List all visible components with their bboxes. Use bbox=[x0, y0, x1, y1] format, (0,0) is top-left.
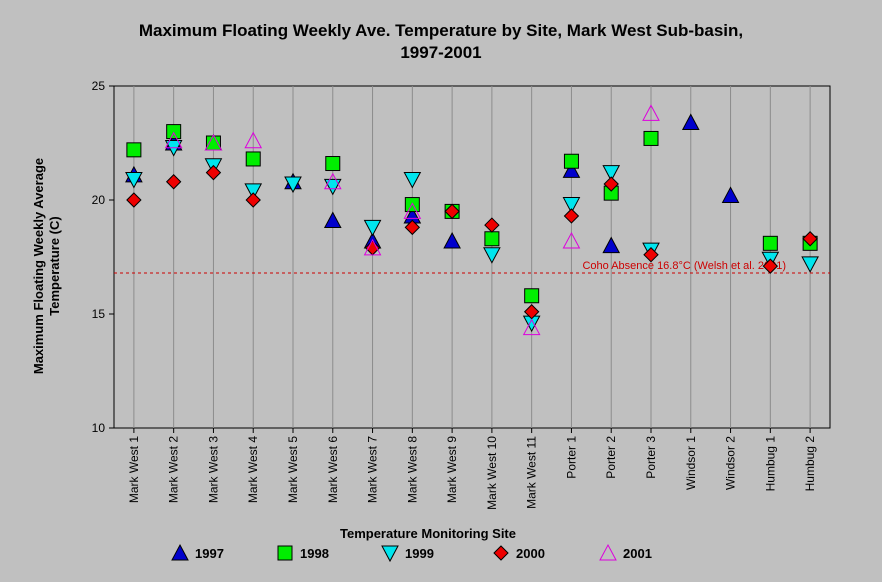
x-tick-label: Mark West 8 bbox=[405, 436, 419, 503]
y-axis-title-line1: Maximum Floating Weekly Average bbox=[31, 158, 46, 374]
data-point-1998 bbox=[126, 142, 142, 158]
x-tick-label: Mark West 4 bbox=[246, 436, 260, 503]
legend-label: 1998 bbox=[300, 546, 329, 561]
data-point-2000 bbox=[563, 208, 580, 224]
x-tick-label: Windsor 1 bbox=[684, 436, 698, 490]
data-point-2001 bbox=[204, 133, 223, 151]
data-point-1999 bbox=[244, 183, 263, 200]
reference-line-label: Coho Absence 16.8°C (Welsh et al. 2001) bbox=[582, 260, 786, 272]
data-point-1999 bbox=[403, 171, 422, 189]
data-point-2000 bbox=[603, 176, 619, 192]
data-point-1998 bbox=[325, 156, 341, 172]
legend-item-1997: 1997 bbox=[171, 543, 224, 561]
data-point-1999 bbox=[125, 171, 143, 189]
legend-marker-2001 bbox=[599, 543, 617, 561]
legend-marker-2000 bbox=[493, 545, 509, 561]
x-tick-label: Porter 2 bbox=[604, 436, 618, 479]
legend-item-1999: 1999 bbox=[381, 545, 434, 563]
y-tick-label: 20 bbox=[92, 193, 106, 207]
plot-area bbox=[113, 85, 831, 429]
chart-title-line2: 1997-2001 bbox=[400, 43, 481, 62]
data-point-2001 bbox=[642, 104, 660, 121]
legend-label: 1997 bbox=[195, 546, 224, 561]
data-point-1997 bbox=[681, 113, 700, 130]
y-axis-title-line2: Temperature (C) bbox=[47, 216, 62, 315]
reference-line-group: Coho Absence 16.8°C (Welsh et al. 2001) bbox=[114, 260, 830, 274]
data-point-1998 bbox=[563, 153, 579, 169]
x-tick-label: Mark West 2 bbox=[167, 436, 181, 503]
x-tick-label: Mark West 7 bbox=[366, 436, 380, 503]
data-point-2001 bbox=[363, 238, 382, 256]
y-axis: 10 15 20 25 bbox=[92, 79, 114, 435]
data-point-1999 bbox=[363, 219, 382, 237]
data-point-2001 bbox=[403, 202, 422, 219]
data-point-1997 bbox=[443, 231, 461, 249]
chart-title-line1: Maximum Floating Weekly Ave. Temperature… bbox=[139, 21, 743, 40]
x-axis-title: Temperature Monitoring Site bbox=[340, 526, 516, 541]
legend-label: 2000 bbox=[516, 546, 545, 561]
y-tick-label: 25 bbox=[92, 79, 106, 93]
x-tick-label: Mark West 1 bbox=[127, 436, 141, 503]
x-tick-label: Mark West 11 bbox=[525, 436, 539, 509]
data-point-2000 bbox=[205, 164, 222, 181]
data-point-2001 bbox=[323, 172, 342, 190]
legend-item-1998: 1998 bbox=[277, 545, 329, 561]
legend-marker-1997 bbox=[171, 543, 189, 561]
x-tick-label: Mark West 9 bbox=[445, 436, 459, 503]
x-tick-label: Humbug 1 bbox=[763, 436, 777, 492]
x-tick-label: Mark West 5 bbox=[286, 436, 300, 503]
data-point-2000 bbox=[802, 231, 818, 247]
data-point-1999 bbox=[284, 176, 302, 194]
data-point-1998 bbox=[762, 235, 778, 251]
x-axis: Mark West 1 Mark West 2 Mark West 3 Mark We… bbox=[127, 428, 817, 510]
data-point-2001 bbox=[164, 131, 183, 149]
data-point-1999 bbox=[801, 256, 819, 273]
x-tick-label: Porter 1 bbox=[564, 436, 578, 479]
data-point-2001 bbox=[522, 318, 541, 336]
data-point-1998 bbox=[643, 130, 659, 146]
data-point-2000 bbox=[762, 258, 779, 274]
data-point-1997 bbox=[323, 211, 342, 229]
data-point-1999 bbox=[602, 165, 621, 182]
data-point-1999 bbox=[323, 178, 342, 196]
data-point-1998 bbox=[404, 197, 420, 213]
data-point-2000 bbox=[643, 247, 659, 263]
x-tick-label: Humbug 2 bbox=[803, 436, 817, 492]
data-point-1997 bbox=[602, 236, 621, 254]
data-points bbox=[125, 104, 819, 336]
x-tick-label: Mark West 3 bbox=[206, 436, 220, 503]
legend: 1997 1998 1999 2000 2001 bbox=[171, 543, 652, 563]
data-point-1997 bbox=[562, 161, 581, 178]
y-tick-label: 10 bbox=[92, 421, 106, 435]
legend-marker-1999 bbox=[381, 545, 399, 563]
legend-item-2001: 2001 bbox=[599, 543, 652, 561]
legend-label: 1999 bbox=[405, 546, 434, 561]
data-point-2000 bbox=[165, 174, 182, 190]
data-point-1997 bbox=[721, 186, 740, 203]
data-point-1999 bbox=[483, 247, 501, 264]
data-point-1999 bbox=[562, 197, 581, 214]
data-point-1998 bbox=[166, 124, 182, 140]
data-point-2000 bbox=[484, 217, 500, 233]
data-point-1998 bbox=[524, 288, 540, 304]
data-point-1998 bbox=[205, 135, 221, 151]
data-point-2000 bbox=[404, 219, 421, 236]
x-tick-label: Porter 3 bbox=[644, 436, 658, 479]
data-point-2001 bbox=[562, 231, 581, 249]
legend-marker-1998 bbox=[277, 545, 293, 561]
data-point-2001 bbox=[244, 131, 263, 149]
data-point-1998 bbox=[245, 151, 261, 167]
data-point-1998 bbox=[484, 231, 500, 247]
x-tick-label: Windsor 2 bbox=[724, 436, 738, 490]
y-tick-label: 15 bbox=[92, 307, 106, 321]
data-point-2000 bbox=[444, 203, 460, 220]
legend-item-2000: 2000 bbox=[493, 545, 545, 561]
x-tick-label: Mark West 10 bbox=[485, 436, 499, 510]
data-point-2000 bbox=[126, 192, 142, 208]
legend-label: 2001 bbox=[623, 546, 652, 561]
x-tick-label: Mark West 6 bbox=[326, 436, 340, 503]
data-point-2000 bbox=[245, 192, 261, 208]
